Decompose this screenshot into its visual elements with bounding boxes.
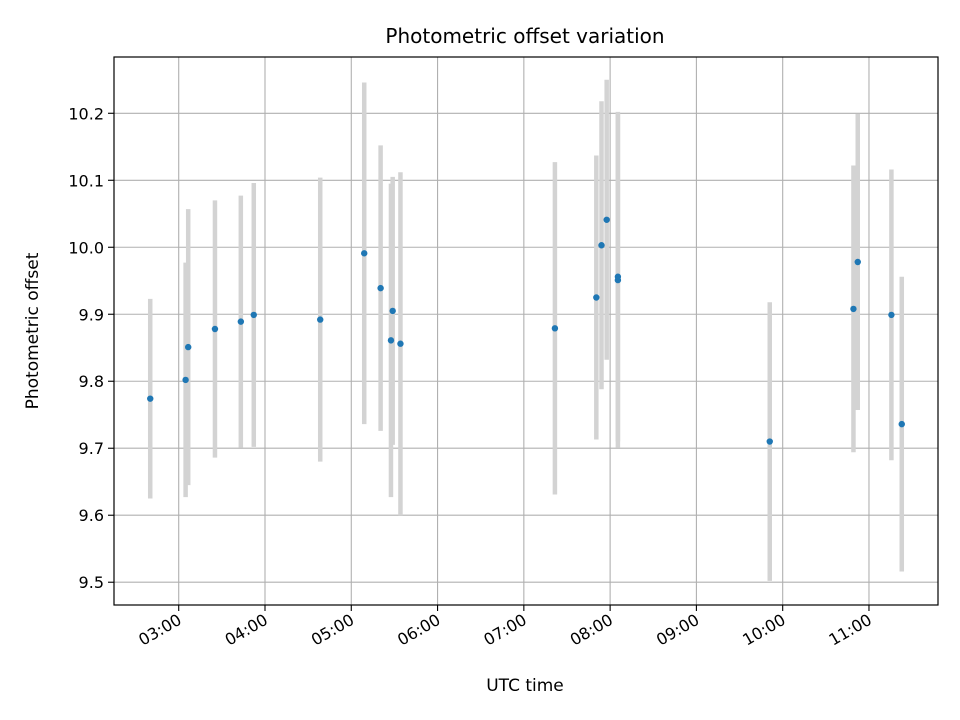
data-point <box>250 311 257 319</box>
x-axis-label: UTC time <box>486 676 564 696</box>
data-point <box>147 395 154 402</box>
data-points <box>147 216 905 445</box>
y-tick-label: 10.1 <box>68 171 104 190</box>
data-point <box>237 318 245 325</box>
data-point <box>389 307 396 315</box>
data-point <box>898 420 905 428</box>
data-point <box>850 305 857 313</box>
y-tick-label: 9.5 <box>79 573 104 592</box>
data-point <box>361 250 368 257</box>
data-point <box>185 343 192 351</box>
data-point <box>598 242 605 249</box>
y-tick-label: 10.2 <box>68 104 104 123</box>
y-axis-label: Photometric offset <box>23 252 43 409</box>
y-tick-label: 9.7 <box>79 439 104 458</box>
data-point <box>317 316 324 323</box>
data-point <box>377 284 384 292</box>
y-tick-label: 10.0 <box>68 238 104 257</box>
data-point <box>614 273 622 280</box>
data-point <box>182 376 189 384</box>
plot-frame <box>113 56 939 606</box>
grid <box>114 57 938 605</box>
data-point <box>854 258 861 266</box>
data-point <box>593 294 600 301</box>
data-point <box>211 325 219 333</box>
data-point <box>397 340 404 347</box>
y-tick-label: 9.9 <box>79 305 104 324</box>
data-point <box>888 311 895 319</box>
y-axis-ticks: 9.5 9.6 9.7 9.8 9.9 10.0 10.1 10.2 <box>68 104 114 592</box>
y-tick-label: 9.6 <box>79 506 104 525</box>
data-point <box>603 216 610 223</box>
data-point <box>387 337 395 344</box>
chart-title: Photometric offset variation <box>385 24 664 48</box>
data-point <box>766 438 773 445</box>
y-tick-label: 9.8 <box>79 372 104 391</box>
data-point <box>551 325 559 332</box>
